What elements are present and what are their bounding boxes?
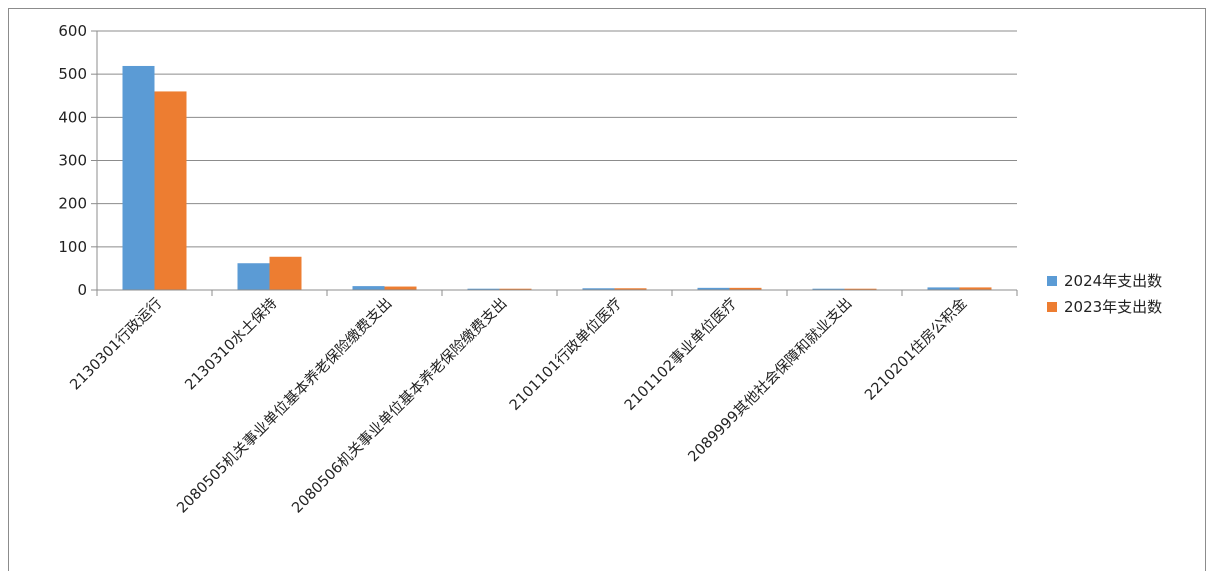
- y-axis-tick-label: 200: [58, 195, 87, 213]
- bar-series-2: [154, 91, 187, 290]
- y-axis-tick-label: 500: [58, 65, 87, 83]
- x-axis-category-label: 2080505机关事业单位基本养老保险缴费支出: [174, 295, 396, 517]
- y-axis-tick-label: 400: [58, 108, 87, 126]
- bar-series-2: [959, 287, 992, 290]
- x-axis-category-labels: 2130301行政运行 2130310水土保持2080505机关事业单位基本养老保…: [67, 294, 971, 516]
- y-axis-tick-label: 300: [58, 152, 87, 170]
- bar-series-1: [122, 65, 155, 290]
- bar-series-1: [467, 288, 500, 290]
- x-axis-category-label: 2080506机关事业单位基本养老保险缴费支出: [289, 295, 511, 517]
- bar-series-2: [384, 286, 417, 290]
- legend-swatch: [1047, 302, 1057, 312]
- bar-series-1: [927, 287, 960, 290]
- x-axis-category-label: 2130301行政运行: [67, 295, 166, 394]
- bar-series-1: [812, 288, 845, 290]
- legend: 2024年支出数 2023年支出数: [1047, 272, 1162, 316]
- axes: [91, 30, 1018, 296]
- x-axis-category-label: 2130310水土保持: [182, 295, 281, 394]
- y-axis-tick-label: 600: [58, 22, 87, 40]
- gridlines: [97, 30, 1017, 248]
- legend-label: 2024年支出数: [1064, 272, 1162, 290]
- x-axis-category-label: 2101102事业单位医疗: [621, 295, 740, 414]
- bar-series-1: [582, 288, 615, 290]
- bar-series-1: [237, 263, 270, 290]
- bars: [122, 65, 992, 290]
- bar-series-2: [729, 287, 762, 290]
- y-axis-tick-labels: 0 100 200 300 400 500 600: [58, 22, 87, 299]
- bar-series-2: [269, 256, 302, 290]
- y-axis-tick-label: 0: [77, 281, 87, 299]
- legend-swatch: [1047, 276, 1057, 286]
- bar-series-1: [352, 286, 385, 290]
- bar-series-2: [614, 288, 647, 290]
- chart-frame: [8, 8, 1206, 571]
- bar-series-2: [844, 288, 877, 290]
- bar-series-2: [499, 288, 532, 290]
- bar-series-1: [697, 287, 730, 290]
- legend-label: 2023年支出数: [1064, 298, 1162, 316]
- x-axis-category-label: 2210201住房公积金: [861, 294, 970, 403]
- x-axis-category-label: 2101101行政单位医疗: [506, 295, 625, 414]
- y-axis-tick-label: 100: [58, 238, 87, 256]
